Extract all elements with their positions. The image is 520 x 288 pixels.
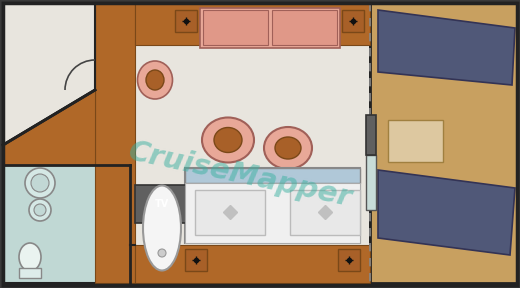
Bar (370, 3, 517, 283)
Bar (200, 8, 340, 48)
Bar (19, 268, 41, 278)
Text: TV: TV (155, 199, 169, 209)
Bar (185, 183, 360, 243)
Circle shape (31, 174, 49, 192)
Polygon shape (378, 10, 515, 85)
Bar (135, 3, 370, 45)
Bar (185, 168, 360, 243)
Bar (366, 115, 376, 155)
Ellipse shape (19, 243, 41, 271)
Bar (3, 3, 95, 165)
Polygon shape (378, 170, 515, 255)
Bar (185, 249, 207, 271)
Bar (290, 190, 360, 235)
Bar (366, 155, 376, 210)
Bar (3, 3, 370, 283)
Ellipse shape (202, 118, 254, 162)
Circle shape (158, 249, 166, 257)
Bar (135, 185, 190, 223)
Ellipse shape (214, 128, 242, 153)
Bar (272, 10, 337, 45)
Bar (3, 165, 130, 283)
Circle shape (25, 168, 55, 198)
Bar (203, 10, 268, 45)
Ellipse shape (143, 185, 181, 270)
Bar (342, 10, 364, 32)
Bar (195, 190, 265, 235)
Bar (388, 120, 443, 162)
Bar (338, 249, 360, 271)
Circle shape (29, 199, 51, 221)
Ellipse shape (264, 127, 312, 169)
Ellipse shape (275, 137, 301, 159)
Bar (175, 10, 197, 32)
Polygon shape (3, 3, 95, 145)
Ellipse shape (137, 61, 173, 99)
Ellipse shape (146, 70, 164, 90)
Bar (95, 3, 135, 283)
Bar (185, 168, 360, 183)
Circle shape (34, 204, 46, 216)
Bar (135, 245, 370, 283)
Text: CruiseMapper: CruiseMapper (125, 138, 355, 213)
